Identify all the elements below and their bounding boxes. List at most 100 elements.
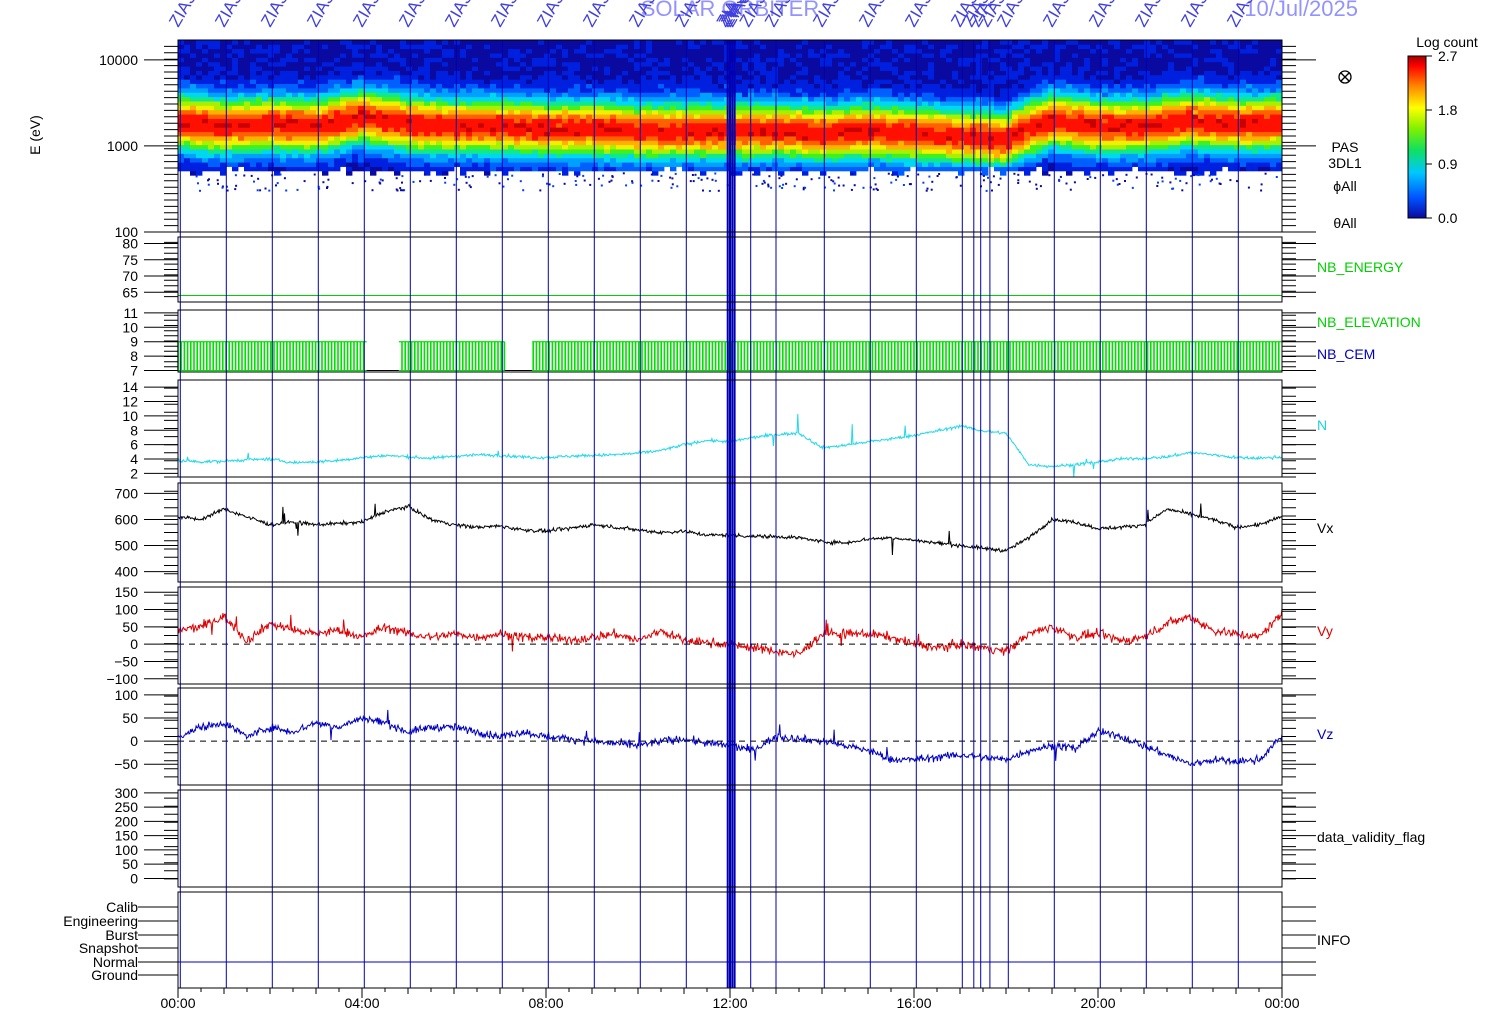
event-marker-label: ZIAS	[165, 0, 200, 30]
vy-minor-ticks	[164, 594, 1296, 677]
validity-tick-label: 0	[130, 870, 138, 886]
density-tick-label: 12	[122, 394, 138, 410]
density-tick-label: 4	[130, 451, 138, 467]
vx-tick-label: 500	[115, 538, 139, 554]
event-marker-label: ZIAS	[901, 0, 936, 30]
validity-tick-label: 300	[115, 785, 139, 801]
vx-label: Vx	[1317, 520, 1333, 536]
x-tick-label: 04:00	[344, 995, 379, 1011]
spectrogram-tick-label: 1000	[107, 138, 138, 154]
vz-axes: 100 50 0 −50	[114, 687, 1316, 786]
density-tick-label: 10	[122, 408, 138, 424]
info-axes: CalibEngineeringBurstSnapshotNormalGroun…	[63, 891, 1316, 989]
x-tick-label: 16:00	[896, 995, 931, 1011]
nb-energy-label: NB_ENERGY	[1317, 259, 1404, 275]
spectrogram-label-pas: PAS	[1332, 139, 1359, 155]
spectrogram-label-theta: θAll	[1333, 215, 1356, 231]
vy-label: Vy	[1317, 623, 1333, 639]
event-marker-label: ZIAS	[441, 0, 476, 30]
vy-tick-label: 100	[115, 602, 139, 618]
colorbar-tick-label: 1.8	[1438, 102, 1458, 118]
colorbar-tick-label: 2.7	[1438, 48, 1458, 64]
event-marker-label: ZIAS	[533, 0, 568, 30]
density-tick-label: 2	[130, 465, 138, 481]
info-tick-label: Snapshot	[79, 940, 138, 956]
spectrogram-image	[178, 40, 1283, 192]
plot-date: 10/Jul/2025	[1244, 0, 1358, 21]
info-tick-label: Engineering	[63, 913, 138, 929]
spectrogram-axes: 10000 1000 100	[99, 39, 1316, 240]
vz-tick-label: 0	[130, 733, 138, 749]
nb_elevation-tick-label: 9	[130, 334, 138, 350]
nb_energy-tick-label: 80	[122, 236, 138, 252]
info-tick-label: Calib	[106, 899, 138, 915]
vz-tick-label: −50	[114, 756, 138, 772]
spectrogram-minor-ticks	[164, 45, 1296, 227]
info-tick-label: Ground	[91, 967, 138, 983]
vy-tick-label: −100	[106, 671, 138, 687]
validity-minor-ticks	[164, 797, 1296, 880]
x-tick-label: 08:00	[528, 995, 563, 1011]
x-tick-label: 00:00	[160, 995, 195, 1011]
event-marker-label: ZIAS	[349, 0, 384, 30]
validity-tick-label: 200	[115, 813, 139, 829]
colorbar-ticks: 2.7 1.8 0.9 0.0	[1426, 48, 1458, 226]
info-label: INFO	[1317, 932, 1351, 948]
vz-tick-label: 50	[122, 710, 138, 726]
x-tick-label: 00:00	[1264, 995, 1299, 1011]
density-minor-ticks	[164, 387, 1296, 478]
x-axis: 00:00 04:00 08:00 12:00 16:00 20:00 00:00	[160, 988, 1300, 1011]
event-marker-label: ZIAS	[257, 0, 292, 30]
spectrogram-label-phi: ϕAll	[1333, 178, 1356, 194]
nb-elevation-label: NB_ELEVATION	[1317, 314, 1421, 330]
vx-tick-label: 700	[115, 485, 139, 501]
info-tick-label: Normal	[93, 954, 138, 970]
vy-tick-label: 150	[115, 584, 139, 600]
vz-label: Vz	[1317, 726, 1333, 742]
nb_energy-tick-label: 75	[122, 252, 138, 268]
colorbar-tick-label: 0.9	[1438, 156, 1458, 172]
event-marker-label: ZIAS	[1085, 0, 1120, 30]
spectrogram-tick-label: 10000	[99, 52, 138, 68]
event-marker-label: ZIAS	[211, 0, 246, 30]
info-tick-label: Burst	[105, 927, 138, 943]
vy-tick-label: 0	[130, 636, 138, 652]
x-tick-label: 20:00	[1080, 995, 1115, 1011]
x-tick-label: 12:00	[712, 995, 747, 1011]
vz-tick-label: 100	[115, 687, 139, 703]
event-marker-label: ZIAS	[1131, 0, 1166, 30]
vy-tick-label: −50	[114, 653, 138, 669]
plot-title: SOLAR ORBITER	[641, 0, 819, 21]
spectrogram-label-3dl1: 3DL1	[1328, 155, 1362, 171]
density-label: N	[1317, 417, 1327, 433]
nb_elevation-tick-label: 8	[130, 348, 138, 364]
event-marker-label: ZIAS	[1177, 0, 1212, 30]
spectrogram-tick-label: 100	[115, 224, 139, 240]
validity-tick-label: 100	[115, 842, 139, 858]
nb_energy-minor-ticks	[164, 241, 1296, 298]
vz-minor-ticks	[164, 695, 1296, 778]
event-marker-label: ZIAS	[487, 0, 522, 30]
event-marker-label: ZIAS	[1039, 0, 1074, 30]
colorbar	[1407, 55, 1427, 219]
x-axis-ticks	[177, 988, 1283, 998]
density-tick-label: 8	[130, 422, 138, 438]
vx-axes: 700 600 500 400	[115, 482, 1316, 583]
panels: 1000010001008075706511109871412108642700…	[63, 39, 1316, 989]
nb_energy-tick-label: 70	[122, 268, 138, 284]
validity-tick-label: 250	[115, 799, 139, 815]
vx-tick-label: 600	[115, 511, 139, 527]
nb_energy-tick-label: 65	[122, 284, 138, 300]
event-marker-label: ZIAS	[303, 0, 338, 30]
nb_elevation-tick-label: 11	[123, 305, 138, 321]
vx-tick-label: 400	[115, 564, 139, 580]
nb-cem-label: NB_CEM	[1317, 346, 1375, 362]
vy-tick-label: 50	[122, 619, 138, 635]
density-tick-label: 6	[130, 437, 138, 453]
event-markers	[179, 40, 1239, 988]
event-marker-label: ZIAS	[395, 0, 430, 30]
